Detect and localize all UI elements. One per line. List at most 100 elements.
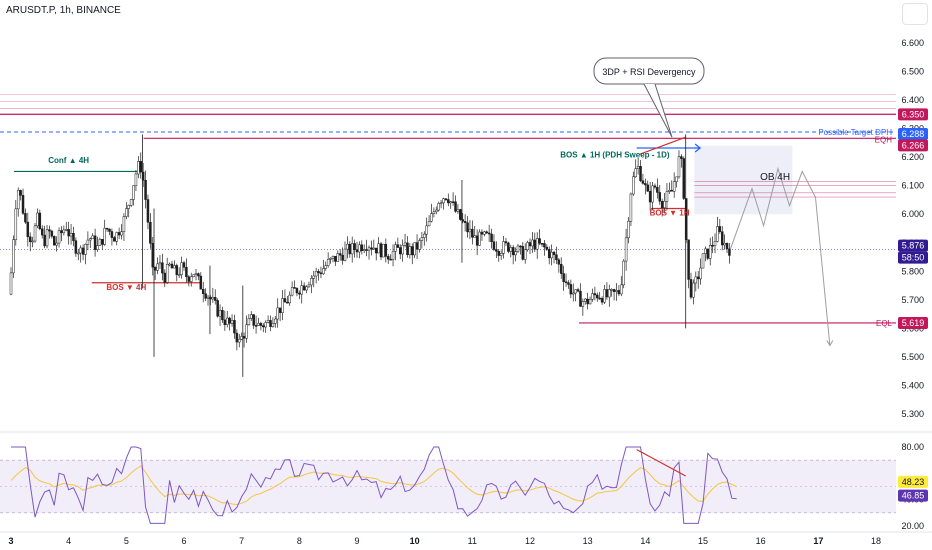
- candle-body: [365, 249, 368, 251]
- candle-body: [271, 323, 275, 327]
- candle-body: [295, 288, 299, 294]
- maximize-button[interactable]: [902, 3, 928, 25]
- badge-6266: 6.266: [902, 140, 925, 150]
- candle-body: [199, 275, 203, 290]
- badge-6350: 6.350: [902, 109, 925, 119]
- candle-body: [437, 203, 440, 211]
- candle-body: [492, 241, 496, 250]
- candle-body: [656, 186, 659, 193]
- candle-body: [386, 256, 390, 260]
- candle-body: [257, 323, 260, 326]
- candle-body: [50, 230, 54, 237]
- candle-body: [624, 237, 628, 262]
- candle-body: [531, 239, 534, 247]
- candle-body: [137, 161, 140, 175]
- candle-body: [538, 238, 541, 244]
- candle-body: [98, 239, 102, 246]
- candle-body: [286, 301, 289, 304]
- divergence-line: [639, 136, 686, 155]
- time-tick: 17: [813, 536, 823, 546]
- candle-body: [358, 244, 361, 253]
- candle-body: [26, 221, 30, 238]
- candle-body: [115, 232, 118, 242]
- badge-6350-bg: [898, 108, 928, 121]
- candle-body: [329, 257, 332, 260]
- candle-body: [213, 297, 217, 301]
- candle-body: [209, 296, 212, 300]
- candle-body: [432, 211, 436, 214]
- time-tick: 11: [468, 536, 477, 546]
- candle-body: [723, 243, 726, 246]
- badge-5619: 5.619: [902, 318, 925, 328]
- callout-text: 3DP + RSI Devergency: [602, 67, 696, 77]
- candle-body: [334, 255, 337, 262]
- candle-body: [427, 220, 431, 227]
- candle-body: [218, 310, 222, 317]
- candle-body: [581, 301, 585, 307]
- candle-body: [668, 189, 671, 192]
- time-tick: 15: [698, 536, 708, 546]
- candle-body: [603, 289, 606, 303]
- candle-body: [372, 247, 376, 250]
- candle-body: [302, 285, 306, 291]
- candle-body: [430, 213, 433, 222]
- time-axis[interactable]: 3 4 5 6 7 8 9 10 11 12 13 14 15 16 17 18: [0, 531, 932, 546]
- candle-body: [391, 251, 395, 260]
- candle-body: [293, 287, 296, 289]
- badge-last-price: 5.876: [902, 241, 925, 251]
- candle-body: [689, 279, 693, 298]
- candle-body: [266, 320, 270, 323]
- candle-body: [67, 229, 70, 237]
- candle-body: [226, 317, 229, 325]
- candle-body: [33, 225, 37, 242]
- candle-body: [336, 253, 340, 262]
- candle-body: [74, 240, 78, 254]
- candle-body: [382, 243, 385, 258]
- candle-body: [706, 248, 710, 259]
- candle-body: [696, 276, 700, 280]
- candle-body: [559, 264, 563, 274]
- ob-box: [694, 145, 793, 215]
- candle-body: [269, 320, 272, 327]
- rsi-tick: 20.00: [901, 521, 924, 531]
- candle-body: [45, 229, 49, 247]
- candle-body: [569, 284, 573, 295]
- candle-body: [701, 253, 705, 269]
- candle-body: [362, 249, 366, 251]
- time-tick: 16: [756, 536, 766, 546]
- time-tick: 6: [181, 536, 186, 546]
- candle-body: [403, 242, 407, 246]
- candle-body: [660, 201, 664, 209]
- pdh-label: Possible Target DPH: [818, 128, 892, 137]
- time-tick: 8: [297, 536, 302, 546]
- candle-body: [250, 314, 253, 319]
- candle-body: [617, 290, 621, 295]
- candle-body: [197, 273, 200, 277]
- candle-body: [418, 240, 421, 250]
- candle-body: [343, 248, 347, 261]
- candle-body: [584, 298, 587, 302]
- badge-rsi: 46.85: [902, 491, 925, 501]
- candle-body: [146, 199, 150, 223]
- candle-body: [252, 314, 255, 326]
- price-axis[interactable]: 6.6006.5006.4006.3006.2006.1006.0005.900…: [901, 38, 924, 419]
- candle-body: [627, 221, 630, 239]
- badge-6266-bg: [898, 139, 928, 152]
- order-block-zone: [694, 145, 896, 215]
- candle-body: [713, 241, 717, 246]
- candle-body: [113, 237, 116, 242]
- candle-body: [72, 232, 75, 241]
- candle-body: [48, 229, 51, 232]
- projection-path: [730, 166, 834, 347]
- candle-body: [24, 213, 27, 223]
- price-tick: 6.200: [901, 152, 924, 162]
- candle-body: [350, 243, 354, 255]
- candle-body: [192, 274, 195, 278]
- candle-body: [519, 245, 522, 248]
- candle-body: [101, 239, 104, 245]
- time-tick: 12: [525, 536, 535, 546]
- candle-body: [620, 284, 623, 295]
- candle-body: [497, 251, 501, 256]
- projection-arrow: [826, 340, 834, 347]
